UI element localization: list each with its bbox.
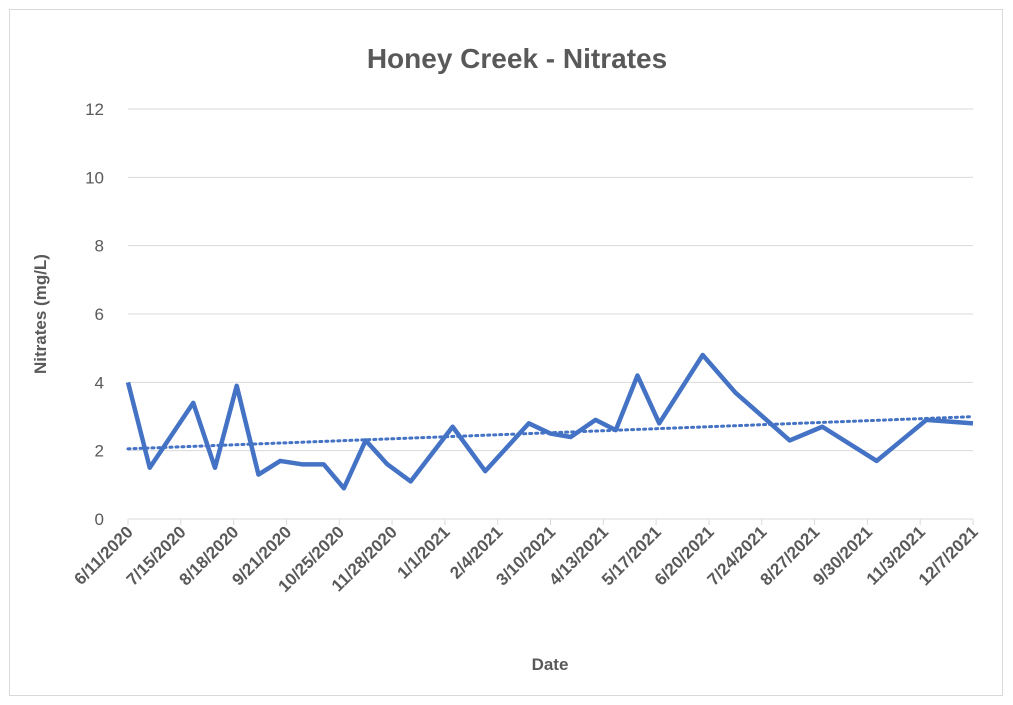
y-tick-label: 0 xyxy=(95,510,104,529)
trendline xyxy=(126,415,975,451)
chart-frame xyxy=(9,9,1003,696)
y-tick-label: 4 xyxy=(95,373,104,392)
x-axis-label: Date xyxy=(532,655,569,674)
chart-title: Honey Creek - Nitrates xyxy=(367,43,667,74)
y-tick-label: 6 xyxy=(95,305,104,324)
y-tick-label: 10 xyxy=(85,168,104,187)
y-tick-label: 2 xyxy=(95,442,104,461)
y-tick-label: 8 xyxy=(95,237,104,256)
data-line xyxy=(125,352,974,491)
y-tick-label: 12 xyxy=(85,100,104,119)
y-axis-label: Nitrates (mg/L) xyxy=(31,254,50,374)
